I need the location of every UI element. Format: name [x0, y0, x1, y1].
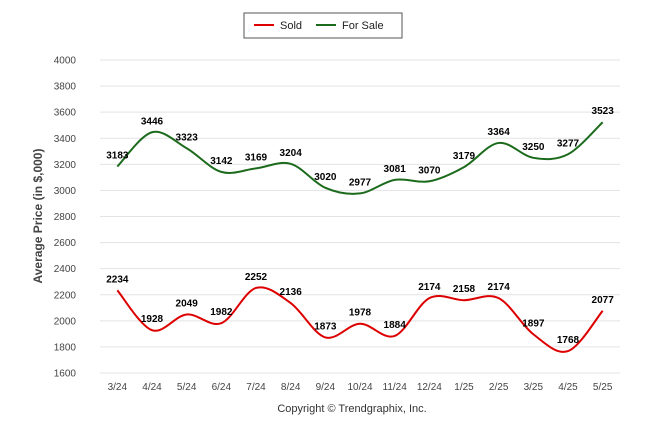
data-label-for-sale: 3204	[280, 148, 303, 159]
x-tick-label: 3/25	[524, 382, 544, 393]
x-axis-ticks: 3/24 4/24 5/24 6/24 7/24 8/24 9/24 10/24 11/24 12…	[108, 382, 613, 393]
data-label-sold: 2136	[280, 287, 303, 298]
legend: Sold For Sale	[243, 12, 403, 39]
data-label-sold: 1768	[557, 335, 580, 346]
x-tick-label: 10/24	[347, 382, 372, 393]
y-tick-label: 3600	[54, 108, 77, 119]
x-tick-label: 5/24	[177, 382, 197, 393]
y-tick-label: 1800	[54, 342, 77, 353]
x-tick-label: 8/24	[281, 382, 301, 393]
data-label-for-sale: 3081	[384, 164, 407, 175]
y-tick-label: 2800	[54, 212, 77, 223]
series-line-for-sale	[116, 121, 604, 195]
data-label-for-sale: 3142	[210, 156, 233, 167]
data-label-sold: 2049	[176, 298, 199, 309]
data-label-for-sale: 3020	[314, 172, 337, 183]
gridlines	[100, 59, 620, 374]
data-label-sold: 1978	[349, 308, 372, 319]
y-tick-label: 2000	[54, 316, 77, 327]
y-axis-ticks: 1600 1800 2000 2200 2400 2600 2800 3000 3200 3400…	[54, 56, 77, 380]
data-label-for-sale: 3277	[557, 138, 580, 149]
data-label-sold: 2174	[418, 282, 441, 293]
x-tick-label: 6/24	[212, 382, 232, 393]
x-tick-label: 12/24	[417, 382, 442, 393]
data-label-sold: 1873	[314, 321, 337, 332]
y-tick-label: 4000	[54, 56, 77, 67]
x-tick-label: 2/25	[489, 382, 509, 393]
data-label-sold: 1884	[384, 320, 407, 331]
series-lines	[116, 121, 604, 353]
y-tick-label: 3400	[54, 134, 77, 145]
copyright-text: Copyright © Trendgraphix, Inc.	[277, 403, 426, 415]
data-label-for-sale: 3070	[418, 165, 441, 176]
x-tick-label: 1/25	[454, 382, 474, 393]
x-tick-label: 5/25	[593, 382, 613, 393]
data-label-for-sale: 3179	[453, 151, 476, 162]
y-tick-label: 2400	[54, 264, 77, 275]
data-label-for-sale: 3169	[245, 152, 268, 163]
y-tick-label: 2600	[54, 238, 77, 249]
y-tick-label: 2200	[54, 290, 77, 301]
series-line-sold	[116, 286, 604, 353]
data-label-for-sale: 3323	[176, 132, 199, 143]
data-label-for-sale: 3364	[488, 127, 511, 138]
legend-label-sold: Sold	[280, 20, 302, 32]
data-label-for-sale: 3250	[522, 142, 545, 153]
x-tick-label: 9/24	[316, 382, 336, 393]
x-tick-label: 4/25	[558, 382, 578, 393]
y-tick-label: 3000	[54, 186, 77, 197]
data-label-for-sale: 2977	[349, 177, 372, 188]
y-axis-label: Average Price (in $,000)	[31, 149, 45, 284]
data-label-for-sale: 3183	[106, 151, 129, 162]
x-tick-label: 11/24	[383, 382, 408, 393]
x-tick-label: 4/24	[142, 382, 162, 393]
data-label-for-sale: 3523	[592, 106, 615, 117]
data-label-sold: 1928	[141, 314, 164, 325]
x-tick-label: 3/24	[108, 382, 128, 393]
data-labels: 2234 1928 2049 1982 2252 2136 1873 1978 1884 2174…	[106, 106, 614, 346]
legend-label-for-sale: For Sale	[342, 20, 384, 32]
data-label-sold: 1897	[522, 318, 545, 329]
y-tick-label: 1600	[54, 369, 77, 380]
data-label-sold: 2158	[453, 284, 476, 295]
x-tick-label: 7/24	[246, 382, 266, 393]
data-label-sold: 2234	[106, 274, 129, 285]
y-tick-label: 3200	[54, 160, 77, 171]
data-label-sold: 1982	[210, 307, 233, 318]
y-tick-label: 3800	[54, 82, 77, 93]
data-label-sold: 2252	[245, 272, 268, 283]
data-label-sold: 2174	[488, 282, 511, 293]
data-label-for-sale: 3446	[141, 116, 164, 127]
data-label-sold: 2077	[592, 295, 615, 306]
